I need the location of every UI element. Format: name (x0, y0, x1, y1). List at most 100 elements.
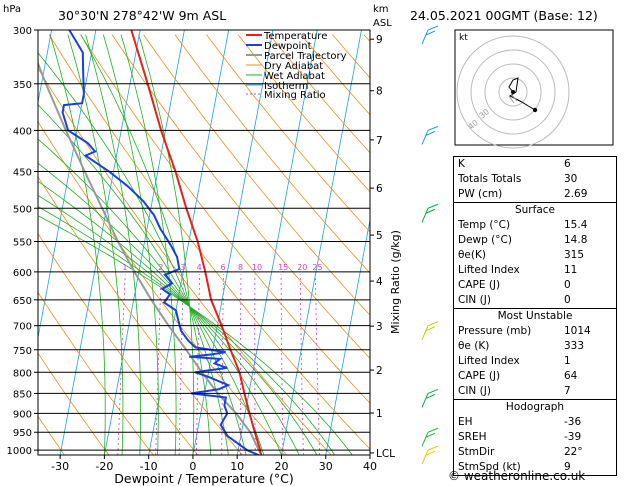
indices-panel: K 6 Totals Totals 30 PW (cm) 2.69 Surface Tem… (453, 156, 617, 476)
isotherm-line (325, 217, 370, 455)
x-tick-label: 30 (319, 460, 333, 473)
wind-barb-flag (425, 393, 436, 399)
surface-value: 0 (564, 279, 571, 291)
surface-label: Temp (°C) (458, 219, 511, 231)
hodo-value: 22° (564, 446, 583, 458)
legend-temperature: Temperature (263, 31, 327, 42)
isotherm-line (0, 30, 7, 455)
wet-adiabat-line (138, 34, 195, 455)
most-unstable-title: Most Unstable (497, 310, 573, 322)
dry-adiabat-line (38, 67, 332, 455)
surface-title: Surface (514, 204, 555, 216)
wind-barb (421, 29, 429, 45)
index-value: 30 (564, 173, 578, 185)
km-unit-label: km (373, 4, 389, 15)
wind-barb-flag (427, 125, 439, 131)
hodo-label: StmSpd (kt) (458, 461, 521, 473)
unstable-label: CAPE (J) (458, 370, 501, 382)
wind-barb-flag (427, 203, 439, 209)
unstable-value: 7 (564, 385, 571, 397)
x-axis-label: Dewpoint / Temperature (°C) (114, 471, 293, 486)
x-tick-label: 40 (363, 460, 377, 473)
surface-value: 11 (564, 264, 578, 276)
hodo-label: StmDir (458, 446, 495, 458)
hodo-value: -39 (564, 431, 582, 443)
wind-barb-flag (425, 326, 436, 332)
wind-barb-flag (427, 321, 439, 327)
surface-row: θe(K) 315 (454, 248, 616, 263)
x-tick-label: 0 (189, 460, 196, 473)
km-tick-label: 7 (376, 135, 383, 147)
wind-barb-flag (425, 450, 436, 456)
hodo-label: SREH (458, 431, 487, 443)
dry-adiabat-line (237, 34, 370, 193)
pressure-tick-label: 800 (13, 368, 32, 379)
hodograph: kt 40 30 (454, 29, 614, 149)
unstable-row: θe (K) 333 (454, 339, 616, 354)
hodograph-kt-label: kt (459, 33, 468, 43)
plot-frame (37, 29, 371, 456)
pressure-tick-label: 650 (13, 296, 32, 307)
pressure-tick-label: 550 (13, 238, 32, 249)
km-tick-label: 3 (376, 321, 383, 333)
mixing-ratio-line (239, 274, 242, 455)
surface-row: Dewp (°C) 14.8 (454, 233, 616, 248)
mixing-ratio-label: 6 (221, 263, 226, 272)
pressure-tick-label: 450 (13, 167, 32, 178)
pressure-tick-label: 950 (13, 428, 32, 439)
isotherm-line (104, 30, 185, 455)
mixing-ratio-label: 10 (252, 263, 262, 272)
wind-barb-flag (425, 432, 436, 438)
x-tick-label: -20 (95, 460, 113, 473)
surface-label: Dewp (°C) (458, 234, 512, 246)
dry-adiabat-line (143, 34, 370, 316)
wind-barb (421, 449, 429, 465)
dry-adiabat-line (174, 34, 370, 274)
unstable-row: Lifted Index 1 (454, 354, 616, 369)
parcel-trajectory-line (38, 60, 263, 455)
surface-row: CIN (J) 0 (454, 293, 616, 308)
wet-adiabat-line (85, 34, 142, 455)
index-row: PW (cm) 2.69 (454, 187, 616, 202)
mixing-ratio-line (280, 274, 284, 455)
surface-value: 15.4 (564, 219, 588, 231)
dry-adiabat-line (111, 34, 370, 360)
index-label: K (458, 158, 465, 170)
km-tick-label: 8 (376, 86, 383, 98)
dry-adiabat-line (80, 34, 370, 404)
mixing-ratio-line (117, 274, 126, 455)
wet-adiabat-line (120, 34, 177, 455)
pressure-tick-label: 300 (13, 26, 32, 37)
surface-value: 14.8 (564, 234, 588, 246)
footer-credit: © weatheronline.co.uk (448, 469, 586, 483)
unstable-label: θe (K) (458, 340, 490, 352)
hodo-row: StmSpd (kt) 9 (454, 460, 616, 475)
wet-adiabat-line (67, 34, 124, 455)
km-tick-label: 4 (376, 276, 383, 288)
wind-barb-flag (427, 25, 439, 31)
legend-dewpoint: Dewpoint (264, 41, 312, 52)
hodo-row: EH -36 (454, 415, 616, 430)
unstable-value: 333 (564, 340, 585, 352)
mixing-ratio-label: 3 (180, 263, 185, 272)
pressure-tick-label: 600 (13, 268, 32, 279)
wind-barb-flag (425, 130, 436, 136)
wind-barb-flag (427, 427, 439, 433)
surface-row: CAPE (J) 0 (454, 278, 616, 293)
dry-adiabat-line (38, 176, 243, 455)
unstable-value: 64 (564, 370, 578, 382)
legend-wet-adiabat: Wet Adiabat (264, 71, 325, 82)
pressure-tick-label: 700 (13, 322, 32, 333)
unstable-value: 1 (564, 355, 571, 367)
legend-isotherm: Isotherm (264, 81, 308, 92)
legend-parcel: Parcel Trajectory (264, 51, 347, 62)
unstable-row: CAPE (J) 64 (454, 369, 616, 384)
wind-barb (421, 432, 429, 447)
dry-adiabat-line (38, 415, 65, 455)
mixing-ratio-label: 1 (122, 263, 127, 272)
dry-adiabat-line (48, 34, 370, 450)
index-row: Totals Totals 30 (454, 172, 616, 187)
isotherm-line (281, 30, 362, 455)
x-tick-label: 20 (274, 460, 288, 473)
